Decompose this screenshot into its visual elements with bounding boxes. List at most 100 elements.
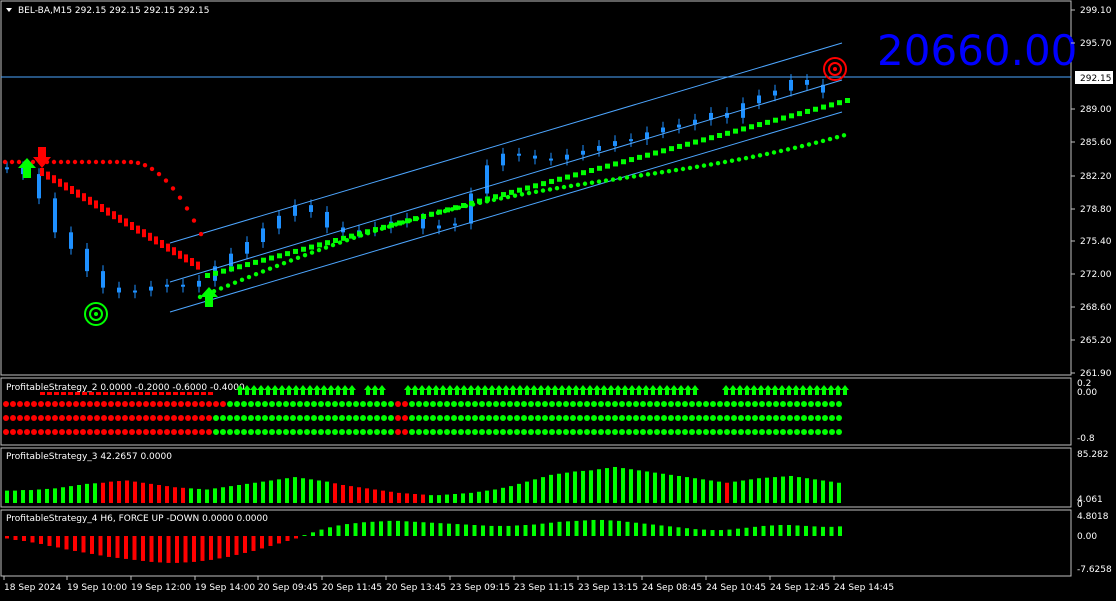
up-arrow-icon (579, 385, 587, 395)
signal-dot (822, 429, 828, 435)
histogram-bar (328, 527, 332, 536)
signal-dot (759, 429, 765, 435)
trend-block-red (142, 229, 146, 238)
histogram-bar (157, 484, 161, 503)
histogram-bar (53, 488, 57, 503)
trend-block-red (76, 189, 80, 198)
trend-block-green (357, 231, 362, 237)
price-tick-label: 299.10 (1080, 6, 1112, 16)
up-arrow-icon (593, 385, 601, 395)
histogram-bar (245, 483, 249, 503)
trend-block-green (469, 200, 474, 206)
signal-dot (507, 415, 513, 421)
signal-dot (689, 401, 695, 407)
signal-dot (94, 415, 100, 421)
histogram-bar (229, 486, 233, 503)
signal-dot (780, 415, 786, 421)
histogram-bar (357, 487, 361, 503)
histogram-bar (93, 483, 97, 503)
candle-body (149, 286, 153, 291)
signal-dot (801, 401, 807, 407)
trail-dot-red (30, 159, 36, 165)
signal-dot (143, 429, 149, 435)
signal-dot (444, 429, 450, 435)
signal-dot (500, 415, 506, 421)
sell-target-icon[interactable] (823, 57, 847, 81)
histogram-bar (268, 536, 273, 546)
signal-dot (115, 429, 121, 435)
signal-dot (395, 401, 401, 407)
up-arrow-icon (341, 385, 349, 395)
signal-bar-red (173, 392, 178, 395)
trail-dot-green (582, 181, 588, 186)
trend-block-green (661, 148, 666, 154)
histogram-bar (64, 536, 69, 550)
time-tick-label: 20 Sep 11:45 (322, 583, 382, 593)
signal-dot (52, 415, 58, 421)
signal-dot (311, 429, 317, 435)
up-arrow-icon (306, 385, 314, 395)
histogram-bar (493, 489, 497, 503)
sell-arrow-icon[interactable] (33, 147, 51, 168)
buy-target-icon[interactable] (84, 302, 108, 326)
up-arrow-icon (271, 385, 279, 395)
trail-dot-green (680, 166, 686, 172)
signal-dot (591, 401, 597, 407)
candle-body (293, 205, 297, 216)
signal-dot (311, 415, 317, 421)
histogram-bar (621, 468, 625, 503)
signal-dot (185, 401, 191, 407)
signal-dot (535, 401, 541, 407)
up-arrow-icon (404, 385, 412, 395)
candle-body (661, 127, 665, 133)
signal-dot (374, 429, 380, 435)
signal-dot (199, 415, 205, 421)
time-axis[interactable]: 18 Sep 2024 19 Sep 10:00 19 Sep 12:00 19 Se… (3, 576, 894, 593)
signal-dot (10, 429, 16, 435)
signal-dot (241, 429, 247, 435)
signal-dot (304, 415, 310, 421)
trend-block-red (40, 168, 44, 176)
trend-block-green (261, 257, 266, 263)
signal-dot (689, 429, 695, 435)
candle-body (133, 290, 137, 293)
up-arrow-icon (820, 385, 828, 395)
signal-dot (598, 415, 604, 421)
histogram-bar (13, 536, 18, 540)
trend-block-red (154, 236, 158, 245)
signal-dot (668, 429, 674, 435)
candle-body (469, 193, 473, 224)
up-arrow-icon (642, 385, 650, 395)
up-arrow-icon (418, 385, 426, 395)
trend-block-red (88, 196, 92, 205)
histogram-bar (685, 477, 689, 503)
histogram-bar (693, 478, 697, 503)
buy-arrow-icon[interactable] (200, 287, 218, 307)
trend-block-green (533, 183, 538, 189)
trail-dot-red (142, 163, 148, 168)
candle-body (5, 167, 9, 170)
signal-dot (10, 415, 16, 421)
signal-bar-red (124, 392, 129, 395)
histogram-bar (781, 476, 785, 503)
main-price-axis[interactable]: 299.10 295.70 289.00 285.60 282.20 278.80 275.… (1071, 6, 1112, 379)
dropdown-triangle-icon[interactable] (6, 8, 12, 12)
buy-arrow-icon[interactable] (18, 158, 36, 178)
trend-block-red (124, 218, 128, 227)
signal-dot (479, 415, 485, 421)
signal-dot (122, 415, 128, 421)
signal-dot (626, 401, 632, 407)
histogram-bar (445, 494, 449, 503)
trend-block-green (317, 242, 322, 248)
up-arrow-icon (537, 385, 545, 395)
signal-dot (171, 415, 177, 421)
histogram-bar (5, 490, 9, 503)
signal-dot (360, 415, 366, 421)
signal-dot (829, 429, 835, 435)
trend-block-green (349, 233, 354, 239)
signal-dot (318, 401, 324, 407)
trail-dot-green (603, 178, 609, 183)
trail-dot-green (526, 190, 532, 196)
signal-dot (206, 429, 212, 435)
